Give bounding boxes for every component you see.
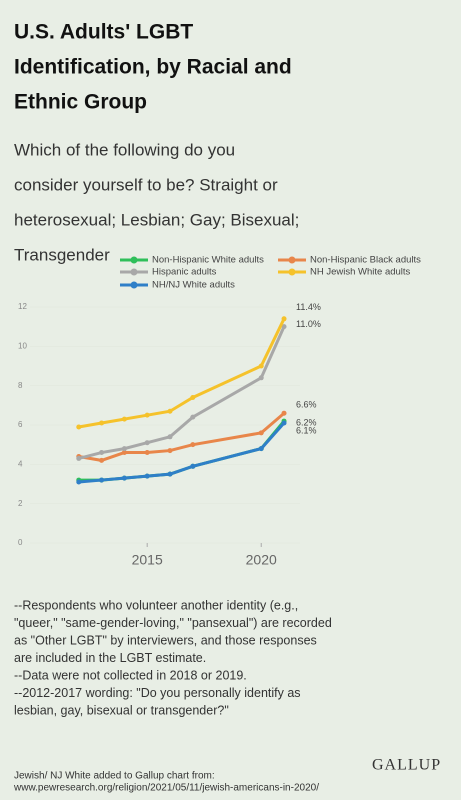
legend-swatch: [130, 256, 138, 264]
chart-title: Identification, by Racial and: [14, 56, 292, 79]
legend-swatch: [288, 268, 296, 276]
data-point: [190, 442, 196, 448]
value-label: 11.0%: [296, 319, 321, 329]
note: --Respondents who volunteer another iden…: [14, 598, 298, 612]
note: lesbian, gay, bisexual or transgender?": [14, 703, 229, 717]
data-point: [258, 430, 264, 436]
y-tick-label: 8: [18, 381, 23, 390]
y-tick-label: 4: [18, 459, 23, 468]
data-point: [258, 375, 264, 381]
data-point: [258, 363, 264, 369]
note: as "Other LGBT" by interviewers, and tho…: [14, 633, 317, 647]
value-label: 6.1%: [296, 425, 317, 435]
data-point: [144, 473, 150, 479]
data-point: [258, 446, 264, 452]
legend-label: Non-Hispanic White adults: [152, 255, 264, 266]
subtitle: Which of the following do you: [14, 140, 235, 159]
note: "queer," "same-gender-loving," "pansexua…: [14, 616, 332, 630]
note: --Data were not collected in 2018 or 201…: [14, 668, 247, 682]
data-point: [121, 475, 127, 481]
value-label: 6.2%: [296, 417, 317, 427]
data-point: [76, 479, 82, 485]
data-point: [99, 477, 105, 483]
data-point: [121, 416, 127, 422]
data-point: [167, 471, 173, 477]
legend-swatch: [130, 281, 138, 289]
x-tick-label: 2020: [246, 552, 277, 568]
legend-label: NH Jewish White adults: [310, 267, 411, 278]
series-line: [78, 326, 286, 460]
data-point: [144, 450, 150, 456]
data-point: [76, 424, 82, 430]
subtitle: consider yourself to be? Straight or: [14, 175, 278, 194]
y-tick-label: 2: [18, 499, 23, 508]
data-point: [167, 448, 173, 454]
subtitle: Transgender: [14, 245, 110, 264]
legend-swatch: [288, 256, 296, 264]
data-point: [76, 455, 82, 461]
data-point: [99, 420, 105, 426]
series-line: [78, 422, 286, 484]
data-point: [190, 463, 196, 469]
value-label: 6.6%: [296, 400, 317, 410]
data-point: [121, 446, 127, 452]
data-point: [281, 420, 287, 426]
y-tick-label: 10: [18, 341, 27, 350]
data-point: [144, 412, 150, 418]
chart-title: Ethnic Group: [14, 91, 147, 114]
source: www.pewresearch.org/religion/2021/05/11/…: [13, 783, 319, 794]
note: --2012-2017 wording: "Do you personally …: [14, 686, 301, 700]
series-line: [78, 412, 286, 462]
series-line: [78, 318, 286, 429]
data-point: [144, 440, 150, 446]
brand: GALLUP: [372, 757, 441, 774]
subtitle: heterosexual; Lesbian; Gay; Bisexual;: [14, 210, 299, 229]
data-point: [281, 410, 287, 416]
data-point: [99, 457, 105, 463]
chart-title: U.S. Adults' LGBT: [14, 21, 193, 44]
source: Jewish/ NJ White added to Gallup chart f…: [14, 771, 215, 782]
y-tick-label: 12: [18, 302, 27, 311]
legend-label: Hispanic adults: [152, 267, 217, 278]
y-tick-label: 0: [18, 538, 23, 547]
note: are included in the LGBT estimate.: [14, 651, 206, 665]
legend-swatch: [130, 268, 138, 276]
data-point: [281, 316, 287, 322]
data-point: [190, 414, 196, 420]
value-label: 11.4%: [296, 302, 321, 312]
data-point: [99, 450, 105, 456]
legend-label: NH/NJ White adults: [152, 280, 235, 291]
y-tick-label: 6: [18, 420, 23, 429]
data-point: [281, 324, 287, 330]
data-point: [121, 450, 127, 456]
data-point: [167, 408, 173, 414]
data-point: [190, 394, 196, 400]
data-point: [167, 434, 173, 440]
x-tick-label: 2015: [132, 552, 163, 568]
legend-label: Non-Hispanic Black adults: [310, 255, 421, 266]
